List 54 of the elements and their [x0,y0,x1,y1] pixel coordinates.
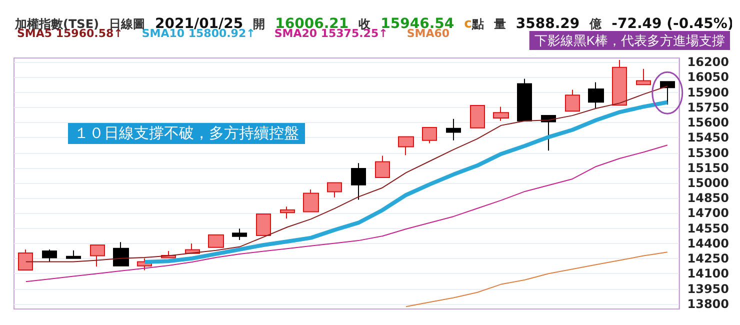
text: 3588.29 [516,16,580,32]
candlestick [636,68,651,86]
candlestick [113,242,129,266]
candlestick [280,206,295,219]
line-series [406,252,668,308]
candlestick [303,188,319,212]
candlestick [42,249,57,262]
y-tick-label: 14550 [687,221,729,236]
y-tick-label: 14400 [687,236,729,250]
candlestick [327,182,342,198]
y-tick-label: 14100 [687,266,729,281]
text: 下影線黑K棒，代表多方進場支撐 [534,33,725,48]
candlestick [375,155,390,178]
candlestick [565,89,580,112]
candlestick [446,118,461,141]
y-tick-label: 15150 [687,160,729,175]
text: 點 [470,17,484,31]
candlestick [470,104,485,128]
candlestick [398,136,414,156]
candlestick [18,249,33,270]
line-series [25,86,668,262]
text: 收 [358,17,372,31]
y-tick-label: 15300 [687,146,729,160]
candlestick [660,80,675,106]
y-tick-label: 15750 [687,100,729,114]
candlestick [232,228,247,240]
y-tick-label: 13950 [687,282,729,296]
candlestick [351,162,366,200]
y-tick-label: 15000 [687,176,729,190]
annotation: １０日線支撐不破，多方持續控盤 [74,125,299,142]
candlestick [66,250,81,259]
candlestick [208,234,224,248]
y-tick-label: 13800 [687,296,729,311]
text: 億 [588,17,603,31]
text: 量 [492,17,506,31]
candlestick [588,82,604,109]
candlestick [517,78,532,122]
candlestick [612,60,627,106]
text: c [464,16,472,32]
candlestick [256,214,271,236]
y-tick-label: 15900 [687,85,729,100]
y-tick-label: 15600 [687,116,729,130]
line-series [25,144,668,282]
text: SMA60 [406,27,450,40]
candlestick [493,106,509,122]
y-tick-label: 16050 [687,70,729,84]
candlestick [90,244,105,267]
y-tick-label: 16200 [687,55,729,70]
candlestick [422,126,437,144]
y-tick-label: 14850 [687,191,729,206]
y-tick-label: 14700 [687,206,729,220]
text: 開 [253,17,266,31]
y-tick-label: 15450 [687,130,729,145]
y-tick-label: 14250 [687,252,729,266]
